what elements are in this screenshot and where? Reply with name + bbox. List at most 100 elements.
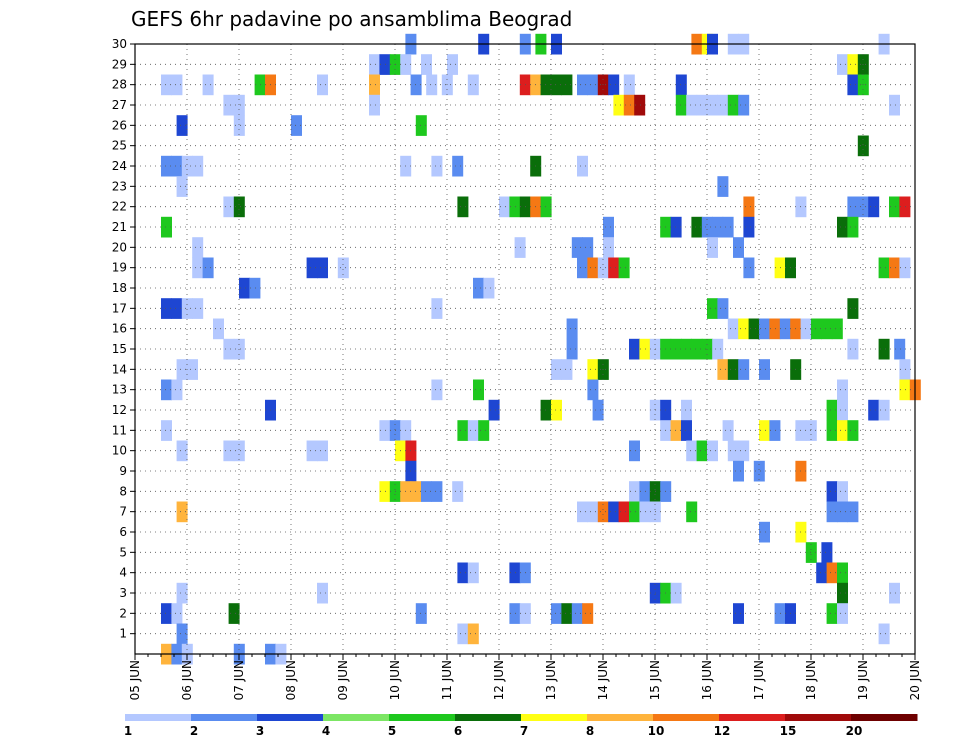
heatmap-cell xyxy=(837,54,848,75)
heatmap-cell xyxy=(187,359,198,380)
heatmap-cell xyxy=(592,399,604,421)
y-tick-label: 28 xyxy=(112,78,127,92)
colorbar-swatch xyxy=(125,714,192,721)
y-tick-label: 26 xyxy=(112,118,127,132)
heatmap-cell xyxy=(161,603,172,624)
heatmap-cell xyxy=(837,603,848,624)
heatmap-cell xyxy=(587,501,599,523)
heatmap-cell xyxy=(577,155,588,177)
heatmap-cell xyxy=(743,257,755,279)
heatmap-cell xyxy=(213,318,224,340)
heatmap-cell xyxy=(707,440,718,462)
heatmap-cell xyxy=(608,257,620,279)
heatmap-cell xyxy=(686,501,698,523)
heatmap-cell xyxy=(369,94,380,116)
colorbar-label: 5 xyxy=(388,724,396,738)
heatmap-cell xyxy=(831,318,843,340)
heatmap-cell xyxy=(478,420,490,441)
heatmap-cell xyxy=(223,440,235,462)
heatmap-cell xyxy=(707,237,718,258)
heatmap-cell xyxy=(415,603,427,624)
heatmap-cell xyxy=(249,277,261,299)
heatmap-cell xyxy=(868,399,880,421)
heatmap-cell xyxy=(582,237,594,258)
heatmap-cell xyxy=(727,94,739,116)
heatmap-cell xyxy=(639,481,651,502)
heatmap-cell xyxy=(722,420,734,441)
heatmap-cell xyxy=(587,257,599,279)
x-tick-label: 12 JUN xyxy=(492,660,506,700)
heatmap-cell xyxy=(223,338,235,360)
heatmap-cell xyxy=(634,94,646,116)
x-axis: 05 JUN 06 JUN 07 JUN 08 JUN 09 JUN 10 JUN 11 J… xyxy=(128,654,922,700)
heatmap-cell xyxy=(509,603,521,624)
heatmap-cell xyxy=(540,196,552,218)
heatmap-cell xyxy=(473,379,484,401)
heatmap-cell xyxy=(161,298,172,319)
heatmap-cell xyxy=(639,501,651,523)
heatmap-cell xyxy=(566,318,578,340)
heatmap-cell xyxy=(176,115,188,136)
heatmap-cell xyxy=(176,359,188,380)
x-tick-label: 19 JUN xyxy=(856,660,870,700)
x-tick-label: 16 JUN xyxy=(700,660,714,700)
heatmap-cell xyxy=(686,440,698,462)
heatmap-cell xyxy=(847,74,859,96)
heatmap-cell xyxy=(171,155,183,177)
y-tick-label: 18 xyxy=(112,281,127,295)
heatmap-cell xyxy=(753,460,765,482)
heatmap-cell xyxy=(379,54,391,75)
heatmap-cell xyxy=(894,338,906,360)
heatmap-cell xyxy=(176,501,188,523)
heatmap-cell xyxy=(847,501,859,523)
heatmap-cell xyxy=(733,603,744,624)
heatmap-cell xyxy=(826,501,838,523)
heatmap-cell xyxy=(379,420,391,441)
heatmap-cell xyxy=(826,481,838,502)
heatmap-cell xyxy=(161,216,172,238)
heatmap-cell xyxy=(202,74,214,96)
heatmap-cell xyxy=(712,216,724,238)
y-tick-label: 7 xyxy=(119,505,127,519)
heatmap-cell xyxy=(837,562,848,584)
heatmap-cell xyxy=(748,318,760,340)
heatmap-cell xyxy=(379,481,391,502)
heatmap-cell xyxy=(878,623,890,645)
heatmap-cell xyxy=(681,399,692,421)
heatmap-cell xyxy=(192,155,204,177)
colorbar-legend: 1 2 3 4 5 6 7 8 10 12 15 20 xyxy=(124,714,918,738)
heatmap-cell xyxy=(675,94,687,116)
heatmap-cell xyxy=(805,420,817,441)
heatmap-cell xyxy=(686,94,698,116)
y-tick-label: 29 xyxy=(112,57,127,71)
heatmap-cells xyxy=(161,33,921,665)
heatmap-cell xyxy=(587,359,599,380)
heatmap-cell xyxy=(337,257,349,279)
heatmap-cell xyxy=(410,481,422,502)
heatmap-cell xyxy=(821,542,833,563)
heatmap-cell xyxy=(597,501,609,523)
y-tick-label: 25 xyxy=(112,139,127,153)
x-tick-label: 20 JUN xyxy=(908,660,922,700)
heatmap-cell xyxy=(826,420,838,441)
heatmap-cell xyxy=(857,135,869,157)
heatmap-cell xyxy=(561,603,573,624)
heatmap-cell xyxy=(717,94,729,116)
heatmap-cell xyxy=(608,74,620,96)
x-tick-label: 07 JUN xyxy=(232,660,246,700)
heatmap-cell xyxy=(561,359,573,380)
heatmap-cell xyxy=(738,94,750,116)
heatmap-cell xyxy=(233,440,245,462)
heatmap-cell xyxy=(837,481,848,502)
heatmap-cell xyxy=(431,481,443,502)
heatmap-cell xyxy=(571,603,583,624)
heatmap-cell xyxy=(618,257,630,279)
heatmap-cell xyxy=(161,379,172,401)
y-tick-label: 2 xyxy=(119,606,127,620)
y-tick-label: 4 xyxy=(119,566,127,580)
y-tick-label: 10 xyxy=(112,444,127,458)
heatmap-cell xyxy=(629,501,640,523)
colorbar-swatch xyxy=(719,714,786,721)
heatmap-cell xyxy=(171,74,183,96)
heatmap-cell xyxy=(608,501,620,523)
